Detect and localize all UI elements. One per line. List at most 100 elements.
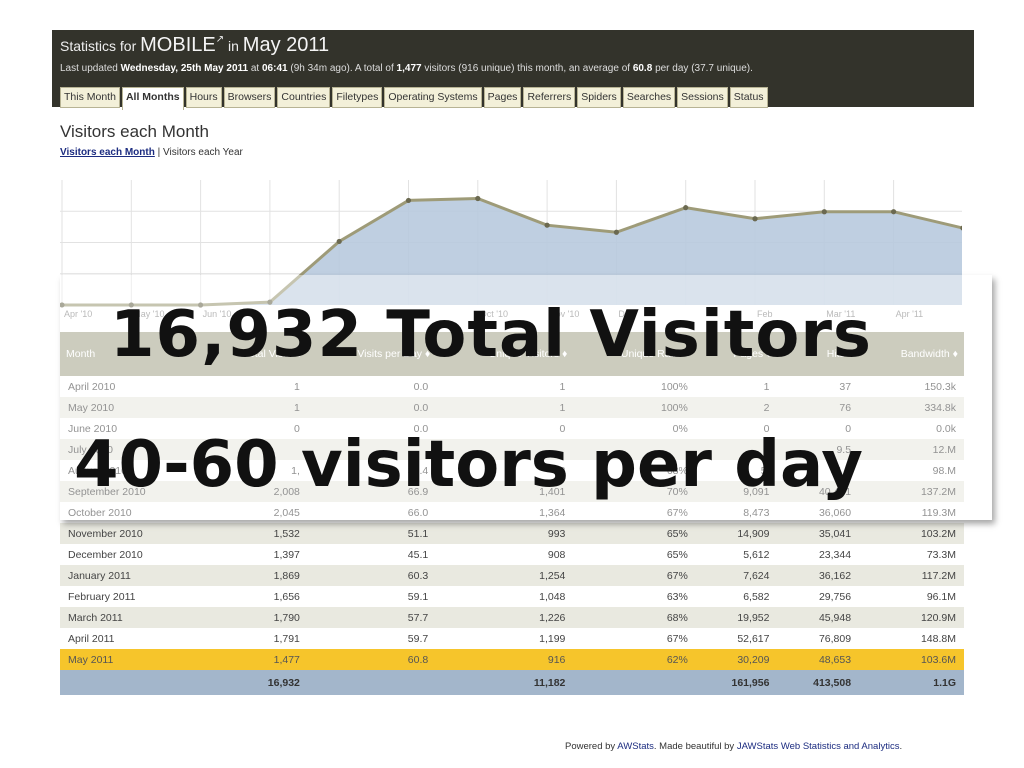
table-cell: 19,952 [695,607,778,628]
table-cell: 48,653 [777,649,860,670]
table-cell: 66.9 [307,481,437,502]
data-point[interactable] [198,302,204,308]
tab-this-month[interactable]: This Month [60,87,120,108]
tab-spiders[interactable]: Spiders [577,87,621,108]
col-header-total-visits[interactable]: Total Visits ♦ [201,332,308,376]
data-point[interactable] [267,299,273,305]
table-row[interactable]: February 2011 1,656 59.1 1,048 63% 6,582 29,75… [60,586,964,607]
period-selector[interactable]: May 2011 [242,34,330,56]
table-cell: 1 [201,397,308,418]
table-cell: 0 [294,422,300,435]
tab-pages[interactable]: Pages [483,87,522,108]
table-cell: January 2011 [60,565,202,586]
table-row[interactable]: December 2010 1,397 45.1 908 65% 5,612 23,344 7… [60,544,964,565]
table-row[interactable]: July 2010 1 9.5 12.M [60,439,964,460]
total-cell [307,670,437,695]
table-cell: September 2010 [60,481,202,502]
x-tick-label: Oct '10 [480,309,508,319]
table-row[interactable]: October 2010 2,045 66.0 1,364 67% 8,473 36,060… [60,502,964,523]
table-cell: 1,364 [539,506,566,519]
table-cell: 8 [559,464,566,477]
site-name[interactable]: MOBILE [140,34,216,56]
data-point[interactable] [336,238,342,245]
data-point[interactable] [60,302,65,308]
table-row[interactable]: November 2010 1,532 51.1 993 65% 14,909 35,041… [60,523,964,544]
tab-sessions[interactable]: Sessions [677,87,728,108]
visitors-table: Month Total Visits ♦ Visits per Day ♦ Uniqu… [60,332,964,695]
table-cell: 68% [573,607,696,628]
data-point[interactable] [613,229,620,235]
total-cell: 1.1G [859,670,964,695]
tab-searches[interactable]: Searches [622,87,676,108]
data-point[interactable] [960,225,962,231]
table-cell: 1,869 [201,565,308,586]
data-point[interactable] [544,222,550,228]
total-cell: 413,508 [777,670,860,695]
table-row[interactable]: January 2011 1,869 60.3 1,254 67% 7,624 36,162… [60,565,964,586]
table-cell: April 2011 [68,632,115,645]
table-row[interactable]: May 2010 1 0.0 1 100% 2 76 334.8k [60,397,964,418]
table-cell: 60.3 [307,565,437,586]
table-cell: 103.6M [859,649,964,670]
table-cell: 117.2M [859,565,964,586]
table-cell: 1,254 [436,565,574,586]
link-visitors-each-month[interactable]: Visitors each Month [60,147,155,158]
table-cell: 1,401 [436,481,574,502]
tab-countries[interactable]: Countries [277,87,331,108]
table-cell: 100% [573,397,696,418]
table-cell: 37 [839,380,852,393]
awstats-link[interactable]: AWStats [617,741,654,752]
tab-browsers[interactable]: Browsers [223,87,276,108]
tab-hours[interactable]: Hours [185,87,222,108]
col-header-bandwidth[interactable]: Bandwidth ♦ [859,332,964,376]
col-header-visits-per-day[interactable]: Visits per Day ♦ [307,332,437,376]
table-cell: 1,048 [539,590,566,603]
table-cell: 0.0 [307,397,437,418]
table-row[interactable]: September 2010 2,008 66.9 1,401 70% 9,091 40,4… [60,481,964,502]
tab-operating-systems[interactable]: Operating Systems [384,87,482,108]
col-header-month[interactable]: Month [60,332,202,376]
table-cell: May 2010 [60,397,202,418]
table-cell: 916 [436,649,574,670]
data-point[interactable] [475,195,481,202]
external-link-icon[interactable]: ↗ [215,34,225,45]
table-cell: 1,226 [436,607,574,628]
total-cell [60,670,202,695]
table-row[interactable]: August 2010 1, 39.4 8 68% 5, 31.2 98.M [60,460,964,481]
data-point[interactable] [752,216,758,222]
table-row[interactable]: March 2011 1,790 57.7 1,226 68% 19,952 45,948 1… [60,607,964,628]
data-point[interactable] [128,302,134,308]
jawstats-link[interactable]: JAWStats Web Statistics and Analytics [736,741,900,752]
tab-filetypes[interactable]: Filetypes [332,87,383,108]
col-header-pages[interactable]: Pages ♦ [695,332,778,376]
x-tick-label: Nov '10 [549,309,579,319]
table-cell: 98.M [932,464,956,477]
tab-all-months[interactable]: All Months [121,87,184,110]
table-cell: 9.5 [777,439,860,460]
table-row[interactable]: April 2010 1 0.0 1 100% 1 37 150.3k [60,376,964,397]
data-point[interactable] [821,209,827,215]
data-point[interactable] [405,197,412,204]
table-row[interactable]: May 2011 1,477 60.8 916 62% 30,209 48,653 103.6… [60,649,964,670]
table-row[interactable]: June 2010 0 0.0 0 0% 0 0 0.0k [60,418,964,439]
table-cell: June 2010 [68,422,118,435]
table-cell: 1,477 [201,649,308,670]
table-cell: 103.2M [859,523,964,544]
totals-row: 16,932 11,182 161,956 413,508 1.1G [60,670,964,695]
col-header-unique-ratio[interactable]: Unique Ratio ♦ [573,332,696,376]
link-visitors-each-year[interactable]: Visitors each Year [163,147,243,158]
table-cell: 9,091 [695,481,778,502]
data-point[interactable] [891,209,897,215]
table-cell: 36,060 [818,506,852,519]
table-cell: November 2010 [60,523,202,544]
table-cell: 1, [291,464,300,477]
total-cell: 16,932 [201,670,308,695]
tab-status[interactable]: Status [729,87,768,108]
tab-referrers[interactable]: Referrers [523,87,576,108]
col-header-hits[interactable]: Hits ♦ [777,332,860,376]
data-point[interactable] [683,205,689,211]
table-cell: 63% [666,590,688,603]
col-header-unique-visitors[interactable]: Unique Visitors ♦ [436,332,574,376]
table-row[interactable]: April 2011 1,791 59.7 1,199 67% 52,617 76,809 1… [60,628,964,649]
total-visitors-headline: 16,932 Total Visitors [110,298,872,372]
